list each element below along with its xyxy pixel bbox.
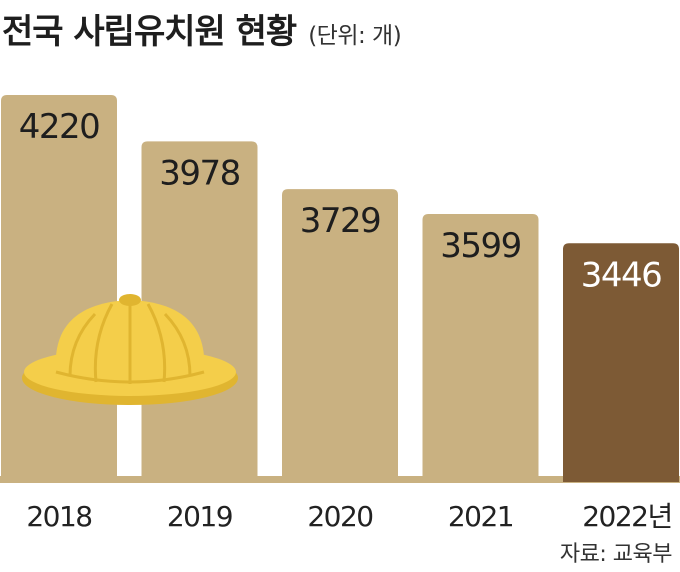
bar-0 — [1, 95, 117, 482]
chart-title: 전국 사립유치원 현황 — [2, 12, 297, 52]
bar-3 — [422, 213, 539, 482]
bar-4 — [563, 243, 679, 482]
value-label-1: 3978 — [159, 153, 240, 193]
x-axis-labels: 2018 2019 2020 2021 2022년 — [26, 500, 673, 533]
value-labels: 4220 3978 3729 3599 3446 — [19, 107, 663, 295]
title-block: 전국 사립유치원 현황 (단위: 개) — [2, 4, 402, 52]
yellow-hat-icon — [22, 294, 238, 405]
x-label-0: 2018 — [26, 500, 91, 533]
unit-label: (단위: 개) — [308, 23, 402, 49]
value-label-2: 3729 — [300, 201, 381, 241]
x-label-2: 2020 — [307, 500, 372, 533]
x-label-3: 2021 — [448, 500, 513, 533]
value-label-3: 3599 — [440, 226, 521, 266]
x-label-4: 2022년 — [582, 500, 672, 533]
value-label-4: 3446 — [581, 255, 662, 295]
x-label-1: 2019 — [167, 500, 232, 533]
source-note: 자료: 교육부 — [559, 542, 673, 567]
bar-series — [0, 95, 680, 483]
value-label-0: 4220 — [19, 107, 100, 147]
bar-2 — [282, 189, 398, 483]
